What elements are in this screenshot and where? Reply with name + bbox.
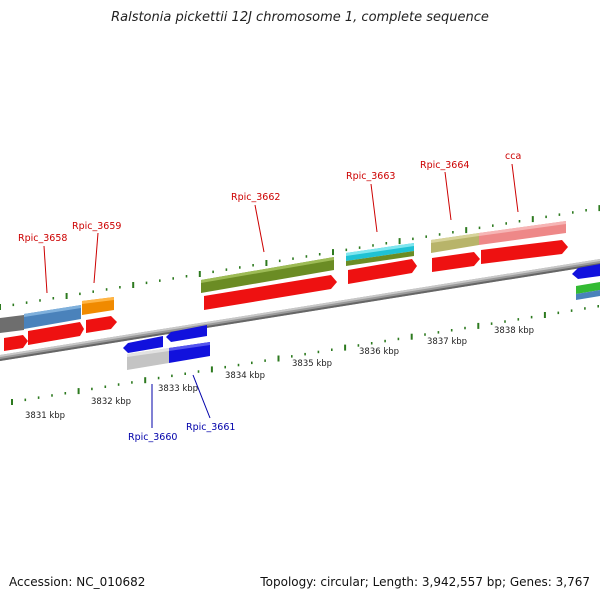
- gene-bar-rpic-3662[interactable]: [201, 257, 334, 293]
- kbp-label-3838: 3838 kbp: [494, 326, 534, 336]
- label-rpic-3662[interactable]: Rpic_3662: [231, 192, 280, 203]
- kbp-label-3835: 3835 kbp: [292, 359, 332, 369]
- blue-arrow-2[interactable]: [166, 325, 207, 342]
- label-rpic-3660[interactable]: Rpic_3660: [128, 432, 177, 443]
- red-arrow-3662[interactable]: [204, 275, 337, 310]
- reverse-gene-labels: Rpic_3660 Rpic_3661: [128, 422, 235, 443]
- label-rpic-3659[interactable]: Rpic_3659: [72, 221, 121, 232]
- upper-tick-row: [0, 205, 600, 310]
- kbp-label-3832: 3832 kbp: [91, 397, 131, 407]
- accession-label: Accession: NC_010682: [9, 575, 146, 589]
- red-arrow-1[interactable]: [4, 335, 28, 351]
- label-rpic-3664[interactable]: Rpic_3664: [420, 160, 469, 171]
- forward-strand-features: [0, 221, 568, 351]
- label-rpic-3661[interactable]: Rpic_3661: [186, 422, 235, 433]
- red-arrow-cca[interactable]: [481, 240, 568, 264]
- map-title: Ralstonia pickettii 12J chromosome 1, co…: [111, 10, 489, 25]
- kbp-label-3834: 3834 kbp: [225, 371, 265, 381]
- topology-summary: Topology: circular; Length: 3,942,557 bp…: [260, 575, 590, 589]
- gene-bar-rpic-3664[interactable]: [431, 233, 479, 253]
- forward-gene-labels: Rpic_3658 Rpic_3659 Rpic_3662 Rpic_3663 …: [18, 151, 521, 244]
- gene-bar-gray-partial[interactable]: [0, 315, 24, 333]
- red-arrow-3663[interactable]: [348, 259, 417, 284]
- kbp-label-3831: 3831 kbp: [25, 411, 65, 421]
- lower-tick-row: [11, 305, 600, 405]
- red-arrow-3[interactable]: [86, 316, 117, 333]
- reverse-strand-features: [123, 264, 600, 370]
- kbp-label-3837: 3837 kbp: [427, 337, 467, 347]
- genome-backbone: [0, 259, 600, 361]
- red-arrow-3664[interactable]: [432, 252, 480, 272]
- blue-arrow-right-edge[interactable]: [572, 264, 600, 279]
- blue-arrow-1[interactable]: [123, 336, 163, 353]
- kbp-label-3836: 3836 kbp: [359, 347, 399, 357]
- gene-bar-rpic-3658[interactable]: [24, 305, 81, 329]
- gene-leader-lines: [43, 163, 519, 428]
- steelblue-bar-right-edge[interactable]: [576, 290, 600, 300]
- label-rpic-3658[interactable]: Rpic_3658: [18, 233, 67, 244]
- scale-labels: 3831 kbp 3832 kbp 3833 kbp 3834 kbp 3835…: [25, 326, 534, 421]
- kbp-label-3833: 3833 kbp: [158, 384, 198, 394]
- red-arrow-2[interactable]: [28, 322, 84, 345]
- label-rpic-3663[interactable]: Rpic_3663: [346, 171, 395, 182]
- gene-bar-rpic-3663-b[interactable]: [346, 251, 414, 266]
- label-cca[interactable]: cca: [505, 151, 521, 162]
